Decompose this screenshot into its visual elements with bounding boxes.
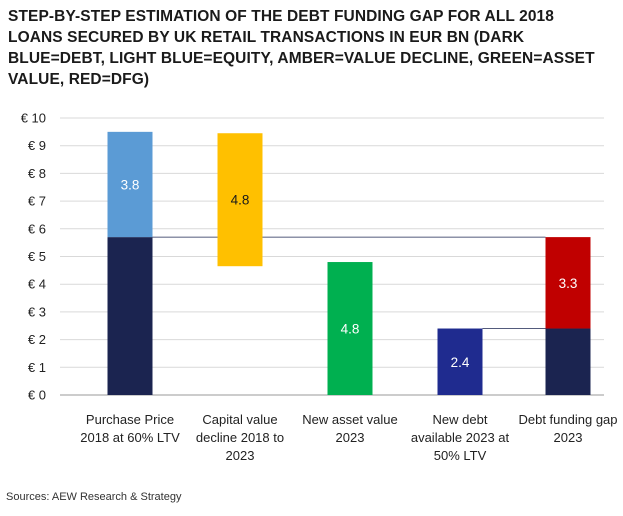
y-tick-label: € 2 <box>28 332 46 347</box>
y-tick-label: € 0 <box>28 388 46 403</box>
data-label: 4.8 <box>341 322 360 337</box>
x-tick-label: Capital value decline 2018 to 2023 <box>196 412 284 463</box>
bar-segment <box>107 237 153 395</box>
bar-segment <box>545 328 591 395</box>
data-label: 3.8 <box>121 177 140 192</box>
y-tick-label: € 6 <box>28 221 46 236</box>
y-tick-label: € 4 <box>28 277 46 292</box>
data-label: 2.4 <box>451 355 470 370</box>
x-tick-label: Purchase Price 2018 at 60% LTV <box>80 412 180 445</box>
data-label: 4.8 <box>231 193 250 208</box>
y-tick-label: € 10 <box>21 111 46 126</box>
y-tick-label: € 1 <box>28 360 46 375</box>
x-tick-label: Debt funding gap 2023 <box>518 412 617 445</box>
y-tick-label: € 8 <box>28 166 46 181</box>
bar-segment <box>107 131 153 238</box>
x-tick-label: New asset value 2023 <box>302 412 397 445</box>
bar-segment <box>327 262 373 395</box>
bars <box>107 131 591 395</box>
data-label: 3.3 <box>559 276 578 291</box>
y-tick-label: € 5 <box>28 249 46 264</box>
bar-segment <box>437 328 483 395</box>
y-tick-label: € 7 <box>28 194 46 209</box>
bar-segment <box>217 133 263 267</box>
y-axis: € 0 € 1 € 2 € 3 € 4 € 5 € 6 € 7 € 8 € 9 € 10 <box>21 111 46 403</box>
bar-segment <box>545 237 591 329</box>
source-note: Sources: AEW Research & Strategy <box>6 491 182 503</box>
y-tick-label: € 9 <box>28 138 46 153</box>
x-axis: Purchase Price 2018 at 60% LTV Capital val… <box>80 412 617 463</box>
x-tick-label: New debt available 2023 at 50% LTV <box>411 412 510 463</box>
data-labels: 3.8 4.8 4.8 2.4 3.3 <box>121 177 578 369</box>
y-tick-label: € 3 <box>28 304 46 319</box>
chart-title: STEP-BY-STEP ESTIMATION OF THE DEBT FUND… <box>8 8 595 88</box>
